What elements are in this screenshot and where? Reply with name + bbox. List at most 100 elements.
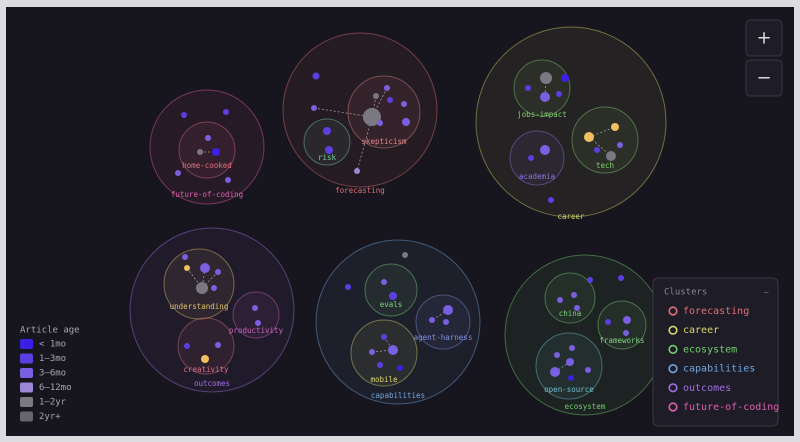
article-dot[interactable] [617,142,623,148]
article-dot[interactable] [566,358,574,366]
link [431,309,449,321]
article-dot[interactable] [594,147,600,153]
article-dot[interactable] [584,132,594,142]
panel-item[interactable]: career [683,325,719,336]
article-dot[interactable] [554,352,560,358]
legend-swatch [20,397,33,407]
article-dot[interactable] [568,375,574,381]
link [356,116,373,172]
article-dot[interactable] [548,197,554,203]
panel-item[interactable]: outcomes [683,383,731,394]
zoom-out-button[interactable]: − [745,59,783,97]
article-dot[interactable] [205,135,211,141]
article-dot[interactable] [528,155,534,161]
article-dot[interactable] [215,269,221,275]
link [371,87,388,118]
article-dot[interactable] [402,252,408,258]
article-dot[interactable] [311,105,317,111]
article-dot[interactable] [184,343,190,349]
article-dot[interactable] [377,362,383,368]
article-dot[interactable] [184,265,190,271]
article-dot[interactable] [561,74,569,82]
panel-collapse[interactable]: — [764,288,769,297]
panel-item[interactable]: future-of-coding [683,402,779,413]
article-dot[interactable] [623,330,629,336]
panel-ring[interactable] [668,344,678,355]
article-dot[interactable] [585,367,591,373]
subcluster-circle [347,75,421,149]
article-dot[interactable] [443,305,453,315]
article-dot[interactable] [196,282,208,294]
article-dot[interactable] [373,93,379,99]
article-dot[interactable] [540,145,550,155]
panel-title: Clusters [664,288,707,298]
article-dot[interactable] [182,254,188,260]
article-dot[interactable] [384,85,390,91]
panel-box [652,277,779,427]
article-dot[interactable] [252,305,258,311]
article-dot[interactable] [175,170,181,176]
article-dot[interactable] [623,316,631,324]
panel-ring[interactable] [668,306,678,316]
article-dot[interactable] [540,92,550,102]
article-dot[interactable] [525,85,531,91]
article-dot[interactable] [571,292,577,298]
article-dot[interactable] [587,277,593,283]
article-dot[interactable] [569,345,575,351]
article-dot[interactable] [363,108,381,126]
article-dot[interactable] [557,297,563,303]
article-dot[interactable] [181,112,187,118]
panel-ring[interactable] [668,364,678,374]
zoom-in-label: + [756,28,771,49]
link [544,77,547,98]
article-dot[interactable] [381,279,387,285]
zoom-in-button[interactable]: + [745,19,783,57]
article-dot[interactable] [550,367,560,377]
article-dot[interactable] [345,284,351,290]
article-dot[interactable] [429,317,435,323]
article-dot[interactable] [255,320,261,326]
article-dot[interactable] [369,349,375,355]
article-dot[interactable] [215,342,221,348]
article-dot[interactable] [611,123,619,131]
article-dot[interactable] [387,97,393,103]
article-dot[interactable] [401,101,407,107]
article-dot[interactable] [201,355,209,363]
article-dot[interactable] [388,345,398,355]
article-dot[interactable] [443,319,449,325]
article-dot[interactable] [200,263,210,273]
article-dot[interactable] [402,118,410,126]
panel-ring[interactable] [668,402,678,412]
article-dot[interactable] [354,168,360,174]
article-dot[interactable] [605,319,611,325]
subcluster-circle [571,106,639,174]
panel-ring[interactable] [668,383,678,393]
article-dot[interactable] [606,151,616,161]
cluster-label: forecasting [335,186,385,195]
zoom-out-label: − [756,68,771,89]
article-dot[interactable] [223,109,229,115]
article-dot[interactable] [212,148,220,156]
legend-title: Article age [20,326,80,336]
article-dot[interactable] [225,177,231,183]
article-dot[interactable] [197,149,203,155]
article-dot[interactable] [540,72,552,84]
article-dot[interactable] [389,292,397,300]
article-dot[interactable] [381,334,387,340]
article-dot[interactable] [397,365,403,371]
article-dot[interactable] [574,305,580,311]
article-dot[interactable] [556,91,562,97]
article-dot[interactable] [377,120,383,126]
article-dot[interactable] [325,146,333,154]
panel-item[interactable]: forecasting [683,306,749,317]
article-dot[interactable] [323,127,331,135]
article-dot[interactable] [312,72,320,80]
link [313,107,373,118]
subcluster-label: tech [596,161,614,170]
panel-item[interactable]: capabilities [683,364,755,375]
panel-ring[interactable] [668,325,678,335]
panel-item[interactable]: ecosystem [683,344,737,355]
legend-label: 6–12mo [39,383,72,393]
article-dot[interactable] [211,285,217,291]
article-dot[interactable] [618,275,624,281]
